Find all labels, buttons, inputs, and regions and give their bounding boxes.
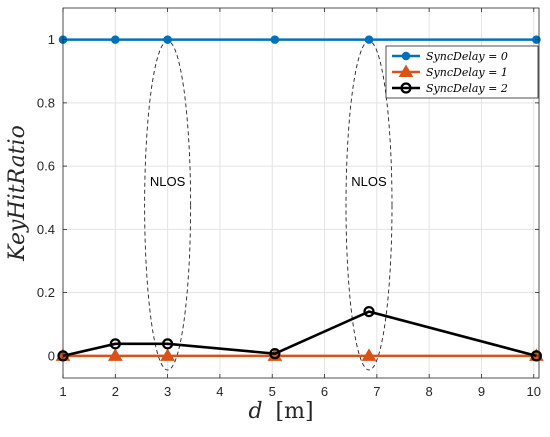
data-point (107, 348, 123, 361)
x-tick-label: 5 (269, 384, 276, 399)
data-point (400, 82, 412, 94)
data-point (270, 35, 280, 44)
legend-label: SyncDelay = 2 (426, 82, 508, 95)
data-point (361, 348, 377, 361)
data-point (401, 51, 411, 61)
legend-entry: SyncDelay = 0 (392, 50, 508, 63)
data-point (111, 35, 120, 44)
nlos-label: NLOS (351, 174, 387, 189)
x-tick-label: 1 (59, 384, 66, 399)
x-tick-label: 6 (321, 384, 328, 399)
x-axis-label: d [m] (248, 399, 313, 424)
tick-labels: 1 2 3 4 5 6 7 8 9 10 0 0.2 0.4 0.6 0.8 1 (37, 8, 541, 399)
data-point (160, 348, 175, 361)
plot-frame (62, 7, 540, 379)
legend-label: SyncDelay = 1 (426, 66, 508, 79)
nlos-label: NLOS (150, 174, 186, 189)
y-tick-label: 0.8 (37, 95, 55, 110)
legend-label: SyncDelay = 0 (426, 50, 508, 63)
data-point (163, 35, 172, 44)
y-axis-label: KeyHitRatio (5, 125, 30, 262)
x-tick-label: 8 (426, 384, 433, 399)
data-point (364, 35, 374, 44)
data-point (162, 338, 174, 350)
x-tick-label: 4 (216, 384, 223, 399)
x-tick-label: 10 (527, 384, 541, 399)
series-2 (57, 305, 542, 362)
data-point (363, 305, 375, 318)
x-tick-label: 2 (112, 384, 119, 399)
x-axis-label-var: d (248, 399, 262, 424)
x-tick-label: 3 (164, 384, 171, 399)
legend: SyncDelay = 0 SyncDelay = 1 SyncDelay = 2 (385, 45, 539, 99)
data-point (398, 64, 414, 78)
y-tick-label: 0 (48, 348, 55, 363)
y-tick-label: 0.4 (37, 222, 55, 237)
x-tick-label: 9 (478, 384, 485, 399)
legend-entry: SyncDelay = 2 (392, 82, 508, 95)
data-point (269, 348, 281, 360)
series-layer (55, 35, 544, 362)
x-axis-label-unit: [m] (276, 399, 314, 424)
x-tick-label: 7 (373, 384, 380, 399)
y-tick-label: 0.6 (37, 159, 55, 174)
y-tick-label: 1 (48, 32, 55, 47)
y-tick-label: 0.2 (37, 285, 55, 300)
series-line (62, 310, 537, 358)
data-point (530, 350, 542, 362)
legend-entry: SyncDelay = 1 (392, 64, 508, 79)
data-point (109, 338, 121, 350)
